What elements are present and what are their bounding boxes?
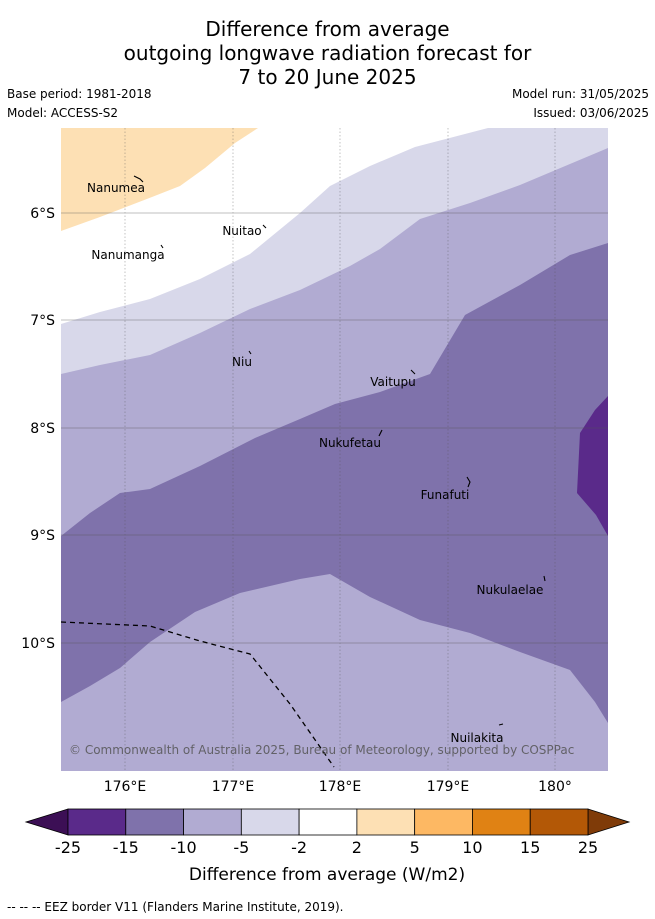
lat-labels: 6°S 7°S 8°S 9°S 10°S [21, 206, 55, 652]
colorbar-tick-label: 2 [352, 838, 362, 857]
nukulaelae-island [543, 575, 546, 582]
label-nuilakita: Nuilakita [451, 731, 504, 745]
colorbar-segment [356, 808, 416, 836]
lat-9s: 9°S [30, 528, 55, 544]
base-period: Base period: 1981-2018 [7, 87, 152, 101]
fill-minus15-minus10 [61, 243, 608, 723]
colorbar-segment [125, 808, 184, 836]
label-nanumea: Nanumea [87, 181, 145, 195]
colorbar-under-arrow [24, 808, 69, 836]
colorbar-segment [240, 808, 300, 836]
lat-8s: 8°S [30, 421, 55, 437]
lon-176e: 176°E [104, 779, 147, 795]
colorbar-tick-label: 5 [410, 838, 420, 857]
lon-177e: 177°E [212, 779, 255, 795]
lat-10s: 10°S [21, 636, 55, 652]
lon-179e: 179°E [427, 779, 470, 795]
label-nukulaelae: Nukulaelae [477, 583, 544, 597]
colorbar-over-arrow [587, 808, 631, 836]
title-line-2: outgoing longwave radiation forecast for [123, 41, 532, 65]
eez-footnote: -- -- -- EEZ border V11 (Flanders Marine… [7, 900, 344, 914]
label-nuitao: Nuitao [222, 224, 261, 238]
label-nanumanga: Nanumanga [91, 248, 164, 262]
colorbar-segment [529, 808, 589, 836]
niu-island [248, 350, 252, 355]
copyright: © Commonwealth of Australia 2025, Bureau… [69, 743, 574, 757]
funafuti-island [466, 476, 471, 488]
lon-178e: 178°E [319, 779, 362, 795]
issued-date: Issued: 03/06/2025 [533, 106, 649, 120]
colorbar-segment [414, 808, 473, 836]
model-name: Model: ACCESS-S2 [7, 106, 119, 120]
label-niu: Niu [232, 355, 252, 369]
colorbar-segment [298, 808, 358, 836]
colorbar-label: Difference from average (W/m2) [189, 865, 465, 885]
fill-minus25-minus15 [577, 396, 608, 536]
label-nukufetau: Nukufetau [319, 436, 381, 450]
colorbar-tick-label: 10 [462, 838, 482, 857]
label-vaitupu: Vaitupu [370, 375, 416, 389]
colorbar-segment [183, 808, 242, 836]
lat-7s: 7°S [30, 313, 55, 329]
nanumanga-island [160, 244, 164, 249]
lon-180: 180° [538, 779, 572, 795]
label-funafuti: Funafuti [421, 488, 470, 502]
colorbar-segment [472, 808, 531, 836]
colorbar-tick-label: -15 [113, 838, 139, 857]
place-labels: Nanumea Nuitao Nanumanga Niu Vaitupu Nuk… [87, 181, 543, 745]
nanumea-island [133, 175, 144, 183]
lon-labels: 176°E 177°E 178°E 179°E 180° [104, 779, 572, 795]
vaitupu-island [410, 369, 416, 375]
colorbar-tick-label: -10 [170, 838, 196, 857]
colorbar-tick-label: -2 [291, 838, 307, 857]
colorbar-tick-label: -5 [233, 838, 249, 857]
colorbar: -25 -15 -10 -5 -2 2 5 10 15 25 [24, 808, 631, 857]
model-run: Model run: 31/05/2025 [511, 87, 649, 101]
title-line-1: Difference from average [205, 17, 450, 41]
title-line-3: 7 to 20 June 2025 [238, 65, 417, 89]
lat-6s: 6°S [30, 206, 55, 222]
contour-fills [61, 128, 608, 771]
fill-2-5 [61, 128, 258, 231]
nukufetau-island [378, 429, 383, 437]
colorbar-tick-label: 15 [520, 838, 540, 857]
nuitao-island [262, 224, 267, 229]
colorbar-tick-label: -25 [55, 838, 81, 857]
island-shapes [133, 175, 546, 726]
eez-border [60, 621, 335, 768]
colorbar-segment [67, 808, 127, 836]
grid-lines [61, 128, 608, 771]
colorbar-tick-label: 25 [578, 838, 598, 857]
nuilakita-island [498, 723, 504, 726]
